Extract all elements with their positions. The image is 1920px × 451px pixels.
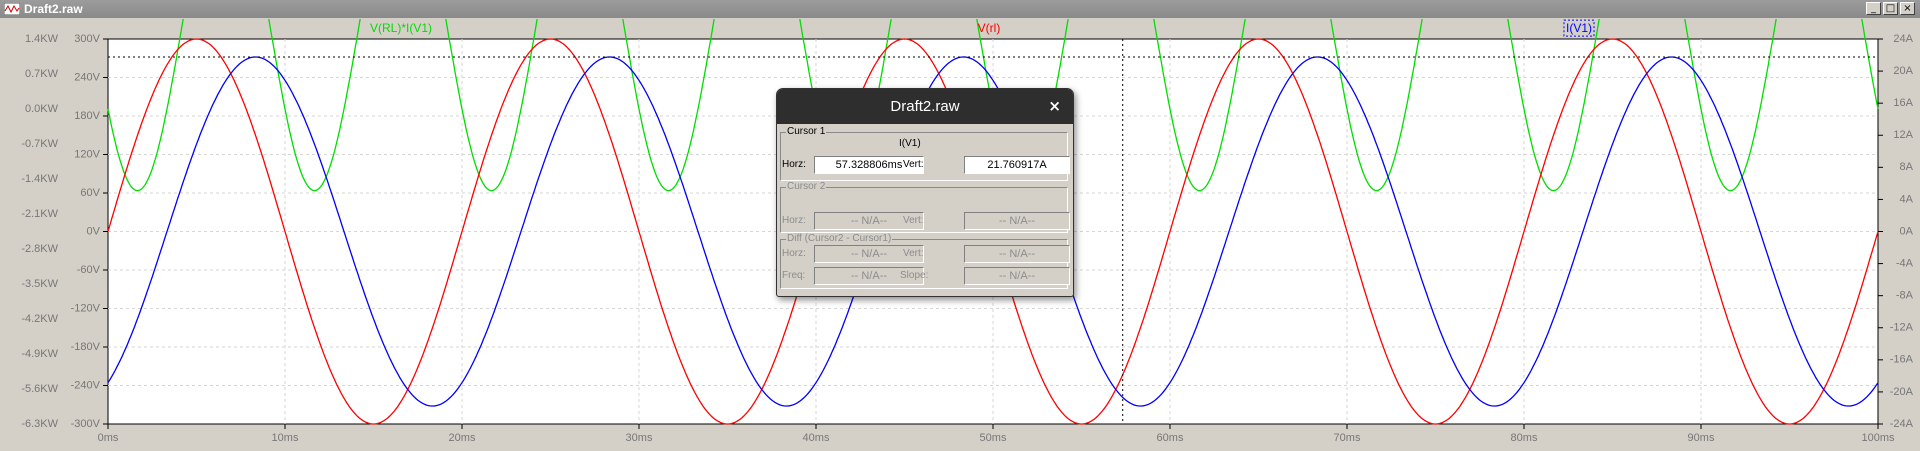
legend-current: I(V1) (1566, 21, 1592, 35)
power-tick-label: -5.6KW (21, 383, 58, 395)
current-tick-label: 0A (1900, 225, 1914, 237)
current-tick-label: -16A (1890, 354, 1914, 366)
cursor-crosshair[interactable] (108, 39, 1878, 424)
right-axis: 24A 20A 16A 12A 8A 4A 0A -4A -8A -12A -16A -20A -24A (1878, 33, 1914, 430)
trace-current (107, 56, 1879, 407)
cursor2-vert-field: -- N/A-- (964, 212, 1070, 230)
diff-slope-label: Slope: (900, 270, 929, 281)
voltage-tick-label: -300V (71, 418, 101, 430)
maximize-button[interactable]: □ (1883, 2, 1898, 15)
voltage-tick-label: -180V (71, 341, 101, 353)
x-tick-label: 90ms (1688, 432, 1715, 444)
diff-slope-field: -- N/A-- (964, 267, 1070, 285)
power-tick-label: -3.5KW (21, 278, 58, 290)
diff-group: Diff (Cursor2 - Cursor1) Horz: -- N/A-- … (780, 233, 1070, 289)
cursor1-group: Cursor 1 I(V1) Horz: 57.328806ms Vert: 2… (780, 126, 1070, 181)
voltage-tick-label: 180V (74, 110, 100, 122)
window-titlebar: Draft2.raw _ □ × (0, 0, 1920, 18)
current-tick-label: 12A (1893, 129, 1913, 141)
power-tick-label: 0.7KW (25, 68, 59, 80)
cursor1-label: Cursor 1 (786, 126, 827, 137)
voltage-tick-label: 300V (74, 33, 100, 45)
x-tick-label: 30ms (626, 432, 653, 444)
current-tick-label: 20A (1893, 65, 1913, 77)
power-tick-label: 0.0KW (25, 103, 59, 115)
x-tick-label: 10ms (272, 432, 299, 444)
power-tick-label: -6.3KW (21, 418, 58, 430)
diff-vert-field: -- N/A-- (964, 245, 1070, 263)
selected-trace-box (1563, 19, 1595, 37)
dialog-titlebar[interactable]: Draft2.raw × (777, 89, 1073, 124)
dialog-close-button[interactable]: × (1048, 97, 1061, 115)
cursor2-group: Cursor 2 Horz: -- N/A-- Vert: -- N/A-- (780, 181, 1070, 233)
diff-freq-label: Freq: (782, 270, 806, 281)
cursor1-vert-field[interactable]: 21.760917A (964, 156, 1070, 174)
current-tick-label: 16A (1893, 97, 1913, 109)
x-tick-label: 100ms (1861, 432, 1895, 444)
legend-power: V(RL)*I(V1) (370, 21, 432, 35)
current-tick-label: -8A (1896, 290, 1914, 302)
voltage-tick-label: -120V (71, 302, 101, 314)
current-tick-label: -4A (1896, 257, 1914, 269)
diff-freq-field: -- N/A-- (814, 267, 924, 285)
cursor-dialog[interactable]: Draft2.raw × Cursor 1 I(V1) Horz: 57.328… (776, 88, 1074, 297)
x-tick-label: 70ms (1334, 432, 1361, 444)
voltage-tick-label: -240V (71, 379, 101, 391)
voltage-tick-label: 120V (74, 148, 100, 160)
x-tick-label: 50ms (980, 432, 1007, 444)
power-tick-label: 1.4KW (25, 33, 59, 45)
close-window-button[interactable]: × (1900, 2, 1915, 15)
current-tick-label: 8A (1900, 161, 1914, 173)
power-tick-label: -1.4KW (21, 173, 58, 185)
trace-legend[interactable]: V(RL)*I(V1) V(rl) I(V1) (370, 19, 1595, 37)
cursor1-vert-label: Vert: (903, 159, 924, 170)
current-tick-label: -12A (1890, 322, 1914, 334)
diff-horz-label: Horz: (782, 248, 806, 259)
voltage-tick-label: 60V (80, 187, 100, 199)
voltage-tick-label: -60V (77, 264, 101, 276)
current-tick-label: -24A (1890, 418, 1914, 430)
legend-voltage: V(rl) (978, 21, 1001, 35)
voltage-tick-label: 0V (87, 225, 101, 237)
cursor1-horz-label: Horz: (782, 159, 806, 170)
x-tick-label: 60ms (1157, 432, 1184, 444)
cursor2-horz-label: Horz: (782, 215, 806, 226)
diff-label: Diff (Cursor2 - Cursor1) (786, 233, 893, 244)
waveform-app-icon (4, 3, 20, 15)
power-tick-label: -4.9KW (21, 348, 58, 360)
cursor2-vert-label: Vert: (903, 215, 924, 226)
x-tick-label: 20ms (449, 432, 476, 444)
voltage-tick-label: 240V (74, 71, 100, 83)
cursor2-horz-field: -- N/A-- (814, 212, 924, 230)
diff-vert-label: Vert: (903, 248, 924, 259)
power-tick-label: -4.2KW (21, 313, 58, 325)
cursor1-horz-field[interactable]: 57.328806ms (814, 156, 924, 174)
cursor1-trace: I(V1) (899, 138, 921, 149)
power-tick-label: -2.1KW (21, 208, 58, 220)
x-tick-label: 40ms (803, 432, 830, 444)
x-tick-label: 0ms (98, 432, 119, 444)
x-tick-label: 80ms (1511, 432, 1538, 444)
current-tick-label: 24A (1893, 33, 1913, 45)
diff-horz-field: -- N/A-- (814, 245, 924, 263)
power-tick-label: -2.8KW (21, 243, 58, 255)
x-axis: 0ms 10ms 20ms 30ms 40ms 50ms 60ms 70ms 80ms 90ms 1… (98, 424, 1895, 444)
minimize-button[interactable]: _ (1866, 2, 1881, 15)
power-tick-label: -0.7KW (21, 138, 58, 150)
window-title: Draft2.raw (24, 2, 83, 16)
left-axis: 1.4KW 0.7KW 0.0KW -0.7KW -1.4KW -2.1KW -2.8KW -… (21, 33, 108, 430)
cursor2-label: Cursor 2 (786, 181, 827, 192)
current-tick-label: -20A (1890, 386, 1914, 398)
dialog-title: Draft2.raw (890, 98, 960, 115)
current-tick-label: 4A (1900, 193, 1914, 205)
